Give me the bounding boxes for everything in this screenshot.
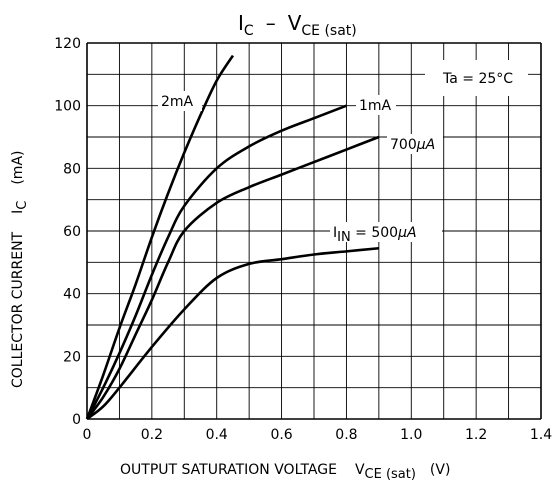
title-separator: –: [266, 11, 276, 35]
chart-title: IC – VCE (sat): [238, 11, 357, 39]
y-axis-symbol: I: [10, 210, 26, 214]
x-tick-label: 0: [83, 427, 92, 443]
x-axis-label: OUTPUT SATURATION VOLTAGE VCE (sat) (V): [120, 462, 450, 482]
x-tick-label: 0.8: [335, 427, 357, 443]
series-line-3: [86, 246, 379, 421]
y-tick-label: 40: [63, 287, 81, 303]
series-label-2mA-backdrop: [158, 91, 202, 111]
y-tick-label: 20: [63, 349, 81, 365]
series-labels: 2mA 1mA 700μA IIN = 500μA: [158, 91, 443, 245]
title-symbol-2: V: [288, 11, 302, 35]
series-label-1mA-backdrop: [356, 95, 396, 115]
y-tick-labels: 0 20 40 60 80 100 120: [54, 36, 81, 428]
x-axis-unit: (V): [430, 462, 451, 478]
y-axis-symbol-sub: C: [15, 201, 30, 210]
series-curves: [85, 54, 380, 421]
y-tick-label: 120: [54, 36, 81, 52]
series-line-1: [85, 104, 347, 420]
y-tick-label: 100: [54, 99, 81, 115]
series-label-500uA: IIN = 500μA: [333, 225, 417, 245]
series-line-0: [85, 54, 235, 420]
series-label-700uA: 700μA: [390, 137, 435, 153]
series-line-2: [85, 135, 380, 420]
condition-box: [425, 60, 528, 96]
series-label-500uA-backdrop: [330, 222, 442, 242]
series-label-2mA: 2mA: [161, 94, 194, 110]
condition-label: Ta = 25°C: [442, 71, 513, 87]
x-axis-symbol-sub: CE (sat): [365, 467, 416, 482]
title-symbol-sub: C: [244, 23, 254, 39]
x-axis-text: OUTPUT SATURATION VOLTAGE: [120, 462, 337, 478]
x-tick-labels: 0 0.2 0.4 0.6 0.8 1.0 1.2 1.4: [83, 427, 553, 443]
y-tick-label: 0: [72, 412, 81, 428]
y-axis-text: COLLECTOR CURRENT: [10, 231, 26, 388]
x-tick-label: 1.2: [465, 427, 487, 443]
x-tick-label: 0.2: [141, 427, 163, 443]
grid: [86, 42, 542, 420]
x-tick-label: 0.6: [270, 427, 292, 443]
title-symbol: I: [238, 11, 244, 35]
x-tick-label: 1.4: [530, 427, 552, 443]
series-label-700uA-backdrop: [387, 134, 443, 154]
y-axis-unit: (mA): [10, 151, 26, 185]
y-axis-label: COLLECTOR CURRENT IC (mA): [10, 151, 30, 388]
series-label-1mA: 1mA: [359, 98, 392, 114]
x-tick-label: 0.4: [206, 427, 228, 443]
y-tick-label: 80: [63, 161, 81, 177]
y-tick-label: 60: [63, 224, 81, 240]
x-axis-symbol: V: [355, 462, 365, 478]
title-symbol-2-sub: CE (sat): [301, 23, 356, 39]
x-tick-label: 1.0: [400, 427, 422, 443]
